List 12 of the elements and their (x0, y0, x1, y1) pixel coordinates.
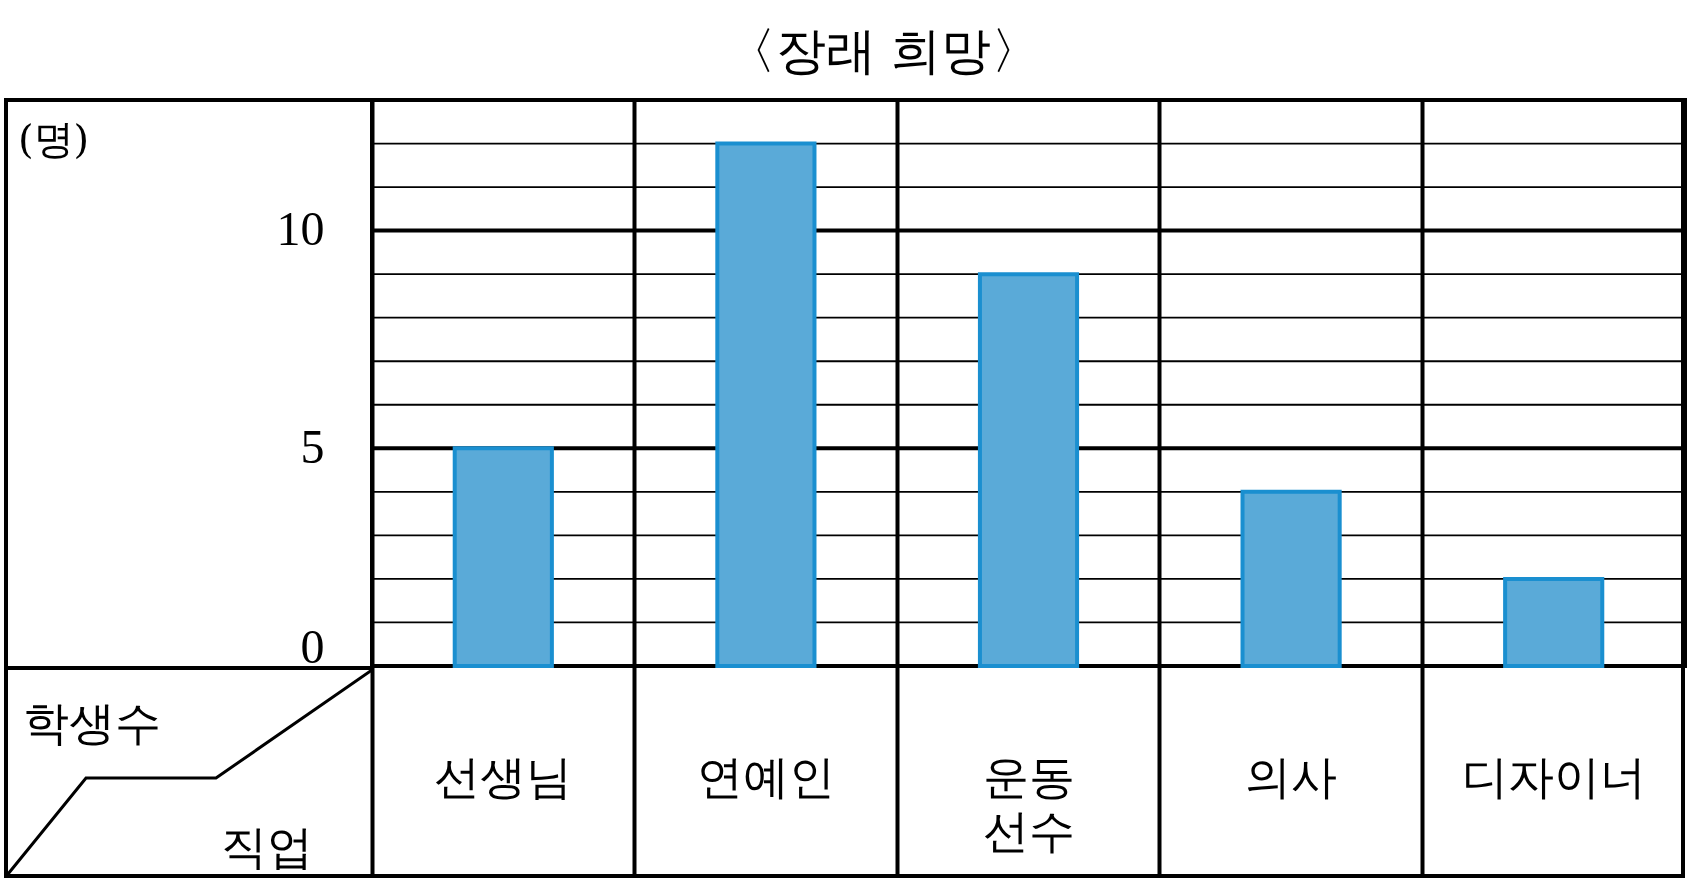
y-tick-label: 5 (300, 419, 325, 473)
chart-title: 〈장래 희망〉 (725, 22, 1042, 80)
text: (명) (18, 115, 90, 164)
x-tick-label: 운동 선수 (982, 749, 1075, 858)
x-tick-label: 의사 (1245, 749, 1338, 804)
x-tick-label: 연예인 (696, 749, 835, 804)
x-tick-label: 디자이너 (1461, 749, 1646, 804)
y-axis-title: 학생수 (22, 695, 161, 750)
y-tick-label: 10 (276, 202, 325, 256)
y-tick-label: 0 (300, 619, 325, 673)
x-axis-title: 직업 (220, 819, 313, 874)
x-tick-label: 선생님 (434, 749, 573, 804)
